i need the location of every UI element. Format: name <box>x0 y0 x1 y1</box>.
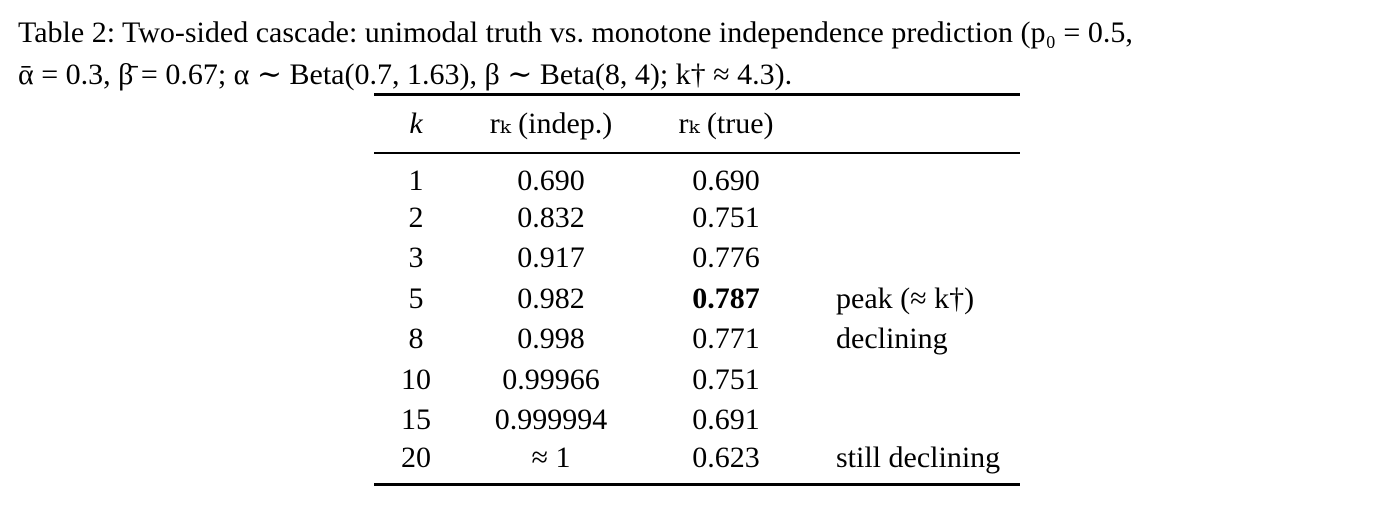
table-row: 15 0.999994 0.691 <box>374 400 1020 441</box>
cell-true: 0.751 <box>692 362 760 396</box>
cell-k: 5 <box>408 281 424 315</box>
cell-true: 0.751 <box>692 200 760 234</box>
cell-k: 1 <box>408 163 424 197</box>
cell-indep: 0.998 <box>517 322 585 356</box>
cell-k: 10 <box>401 362 431 396</box>
cell-true: 0.771 <box>692 322 760 356</box>
cell-k: 8 <box>408 322 424 356</box>
results-table: k rₖ (indep.) rₖ (true) 1 0.690 0.690 2 0.83… <box>374 93 1020 486</box>
cell-true: 0.787 <box>692 281 760 315</box>
cell-indep: 0.917 <box>517 241 585 275</box>
cell-true: 0.623 <box>692 440 760 474</box>
table-row: 20 ≈ 1 0.623 still declining <box>374 441 1020 485</box>
header-indep: rₖ (indep.) <box>489 107 613 141</box>
table-row: 10 0.99966 0.751 <box>374 360 1020 401</box>
cell-note <box>808 238 1020 279</box>
table-caption: Table 2: Two-sided cascade: unimodal tru… <box>18 12 1388 96</box>
cell-indep: 0.690 <box>517 163 585 197</box>
header-true: rₖ (true) <box>678 107 774 141</box>
cell-note <box>808 360 1020 401</box>
table-row: 8 0.998 0.771 declining <box>374 319 1020 360</box>
cell-note: still declining <box>836 440 1001 474</box>
cell-indep: 0.982 <box>517 281 585 315</box>
cell-note <box>808 153 1020 198</box>
cell-k: 20 <box>401 440 431 474</box>
table-row: 3 0.917 0.776 <box>374 238 1020 279</box>
cell-k: 2 <box>408 200 424 234</box>
cell-true: 0.776 <box>692 241 760 275</box>
cell-indep: ≈ 1 <box>531 440 571 474</box>
caption-line-1: Table 2: Two-sided cascade: unimodal tru… <box>18 16 1133 49</box>
table-header: k rₖ (indep.) rₖ (true) <box>374 94 1020 153</box>
cell-k: 15 <box>401 403 431 437</box>
cell-indep: 0.99966 <box>502 362 600 396</box>
cell-indep: 0.832 <box>517 200 585 234</box>
cell-indep: 0.999994 <box>494 403 608 437</box>
header-note <box>808 95 1020 153</box>
table-row: 1 0.690 0.690 <box>374 153 1020 198</box>
table-row: 2 0.832 0.751 <box>374 198 1020 239</box>
cell-k: 3 <box>408 241 424 275</box>
header-row: k rₖ (indep.) rₖ (true) <box>374 95 1020 153</box>
cell-true: 0.691 <box>692 403 760 437</box>
cell-note <box>808 198 1020 239</box>
cell-note: peak (≈ k†) <box>836 281 975 315</box>
table-grid: k rₖ (indep.) rₖ (true) 1 0.690 0.690 2 0.83… <box>374 93 1020 486</box>
cell-true: 0.690 <box>692 163 760 197</box>
cell-note <box>808 400 1020 441</box>
caption-line-2: ᾱ = 0.3, β̄ = 0.67; α ∼ Beta(0.7, 1.63),… <box>18 58 793 91</box>
header-k: k <box>409 106 423 140</box>
cell-note: declining <box>836 322 948 356</box>
table-body: 1 0.690 0.690 2 0.832 0.751 3 0.917 0.776 5 0.982 0… <box>374 153 1020 485</box>
table-row: 5 0.982 0.787 peak (≈ k†) <box>374 279 1020 320</box>
